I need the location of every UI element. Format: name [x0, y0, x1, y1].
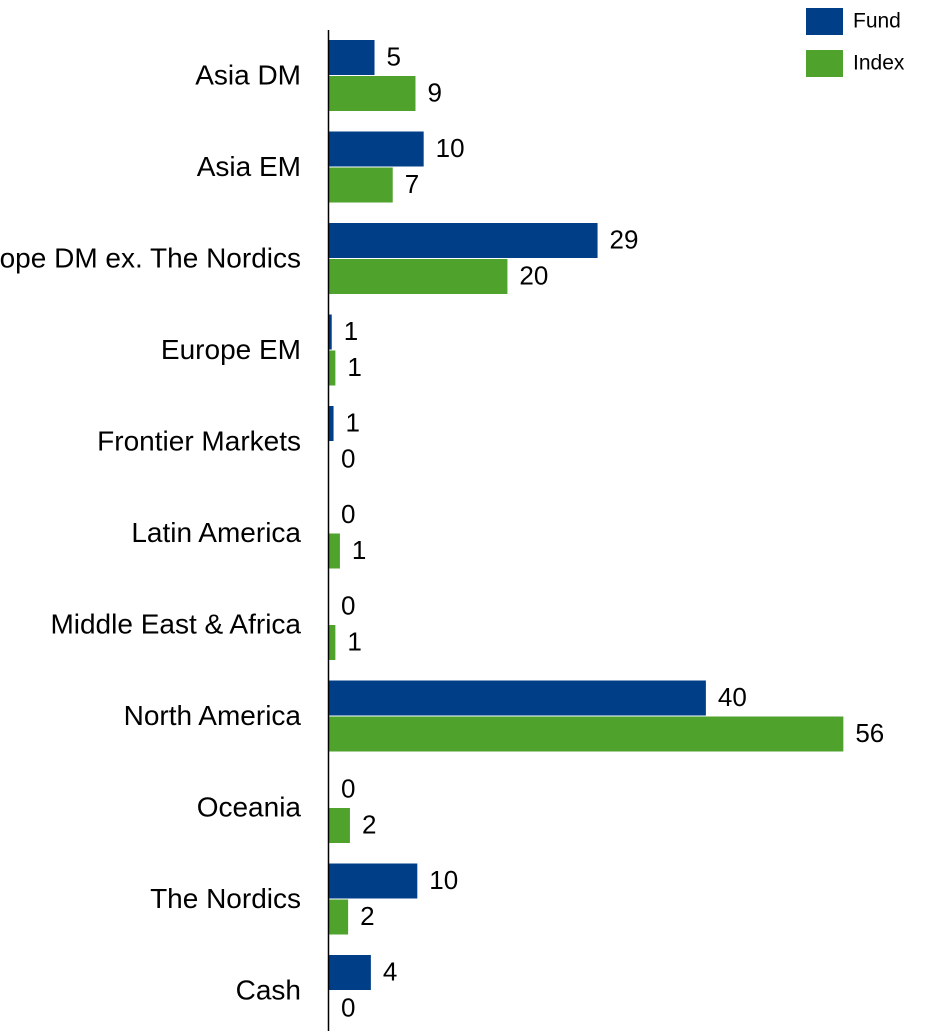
value-label-index-europe-em: 1: [347, 352, 361, 382]
value-label-fund-frontier-markets: 1: [346, 407, 360, 437]
bars-group: [329, 40, 844, 990]
value-label-fund-europe-em: 1: [344, 316, 358, 346]
bar-index-north-america: [329, 716, 844, 752]
category-label-latin-america: Latin America: [131, 517, 301, 548]
value-label-index-north-america: 56: [855, 718, 884, 748]
bar-index-latin-america: [329, 533, 340, 569]
value-label-fund-cash: 4: [383, 956, 397, 986]
value-label-index-europe-dm-ex-the-nordics: 20: [519, 260, 548, 290]
legend-label-fund: Fund: [853, 10, 901, 33]
value-label-index-asia-em: 7: [405, 169, 419, 199]
bar-index-the-nordics: [329, 899, 349, 935]
category-label-north-america: North America: [124, 700, 302, 731]
bar-index-middle-east-africa: [329, 625, 336, 660]
category-label-middle-east-africa: Middle East & Africa: [50, 608, 301, 639]
bar-fund-europe-em: [329, 314, 332, 350]
value-label-fund-the-nordics: 10: [429, 865, 458, 895]
value-label-fund-asia-em: 10: [436, 133, 465, 163]
value-label-fund-latin-america: 0: [341, 499, 355, 529]
category-label-europe-dm-ex-the-nordics: Europe DM ex. The Nordics: [0, 242, 301, 273]
category-label-europe-em: Europe EM: [161, 334, 301, 365]
bar-fund-the-nordics: [329, 863, 418, 899]
bar-fund-asia-em: [329, 131, 424, 167]
value-label-fund-middle-east-africa: 0: [341, 590, 355, 620]
category-labels-group: Asia DM Asia EM Europe DM ex. The Nordics E…: [0, 59, 301, 1005]
value-label-fund-asia-dm: 5: [387, 41, 401, 71]
legend: Fund Index: [806, 8, 905, 77]
legend-swatch-fund: [806, 8, 843, 35]
value-label-fund-europe-dm-ex-the-nordics: 29: [610, 224, 639, 254]
category-label-oceania: Oceania: [197, 791, 302, 822]
bar-index-asia-em: [329, 167, 393, 203]
category-label-frontier-markets: Frontier Markets: [97, 425, 301, 456]
value-label-index-frontier-markets: 0: [341, 443, 355, 473]
value-label-fund-oceania: 0: [341, 773, 355, 803]
bar-index-oceania: [329, 808, 350, 843]
value-label-index-cash: 0: [341, 992, 355, 1022]
category-label-asia-dm: Asia DM: [195, 59, 301, 90]
bar-fund-europe-dm-ex-the-nordics: [329, 223, 598, 258]
bar-fund-asia-dm: [329, 40, 375, 75]
bar-index-europe-dm-ex-the-nordics: [329, 259, 508, 294]
category-label-asia-em: Asia EM: [197, 151, 301, 182]
value-label-index-middle-east-africa: 1: [347, 626, 361, 656]
bar-fund-north-america: [329, 680, 706, 716]
legend-label-index: Index: [853, 52, 905, 75]
value-label-fund-north-america: 40: [718, 682, 747, 712]
bar-fund-cash: [329, 955, 371, 990]
bar-index-asia-dm: [329, 76, 416, 111]
value-label-index-the-nordics: 2: [360, 901, 374, 931]
value-label-index-oceania: 2: [362, 809, 376, 839]
bar-fund-frontier-markets: [329, 406, 334, 441]
category-label-cash: Cash: [236, 974, 301, 1005]
bar-index-europe-em: [329, 350, 336, 386]
value-label-index-latin-america: 1: [352, 535, 366, 565]
category-label-the-nordics: The Nordics: [150, 883, 301, 914]
legend-swatch-index: [806, 50, 843, 77]
value-label-index-asia-dm: 9: [427, 77, 441, 107]
